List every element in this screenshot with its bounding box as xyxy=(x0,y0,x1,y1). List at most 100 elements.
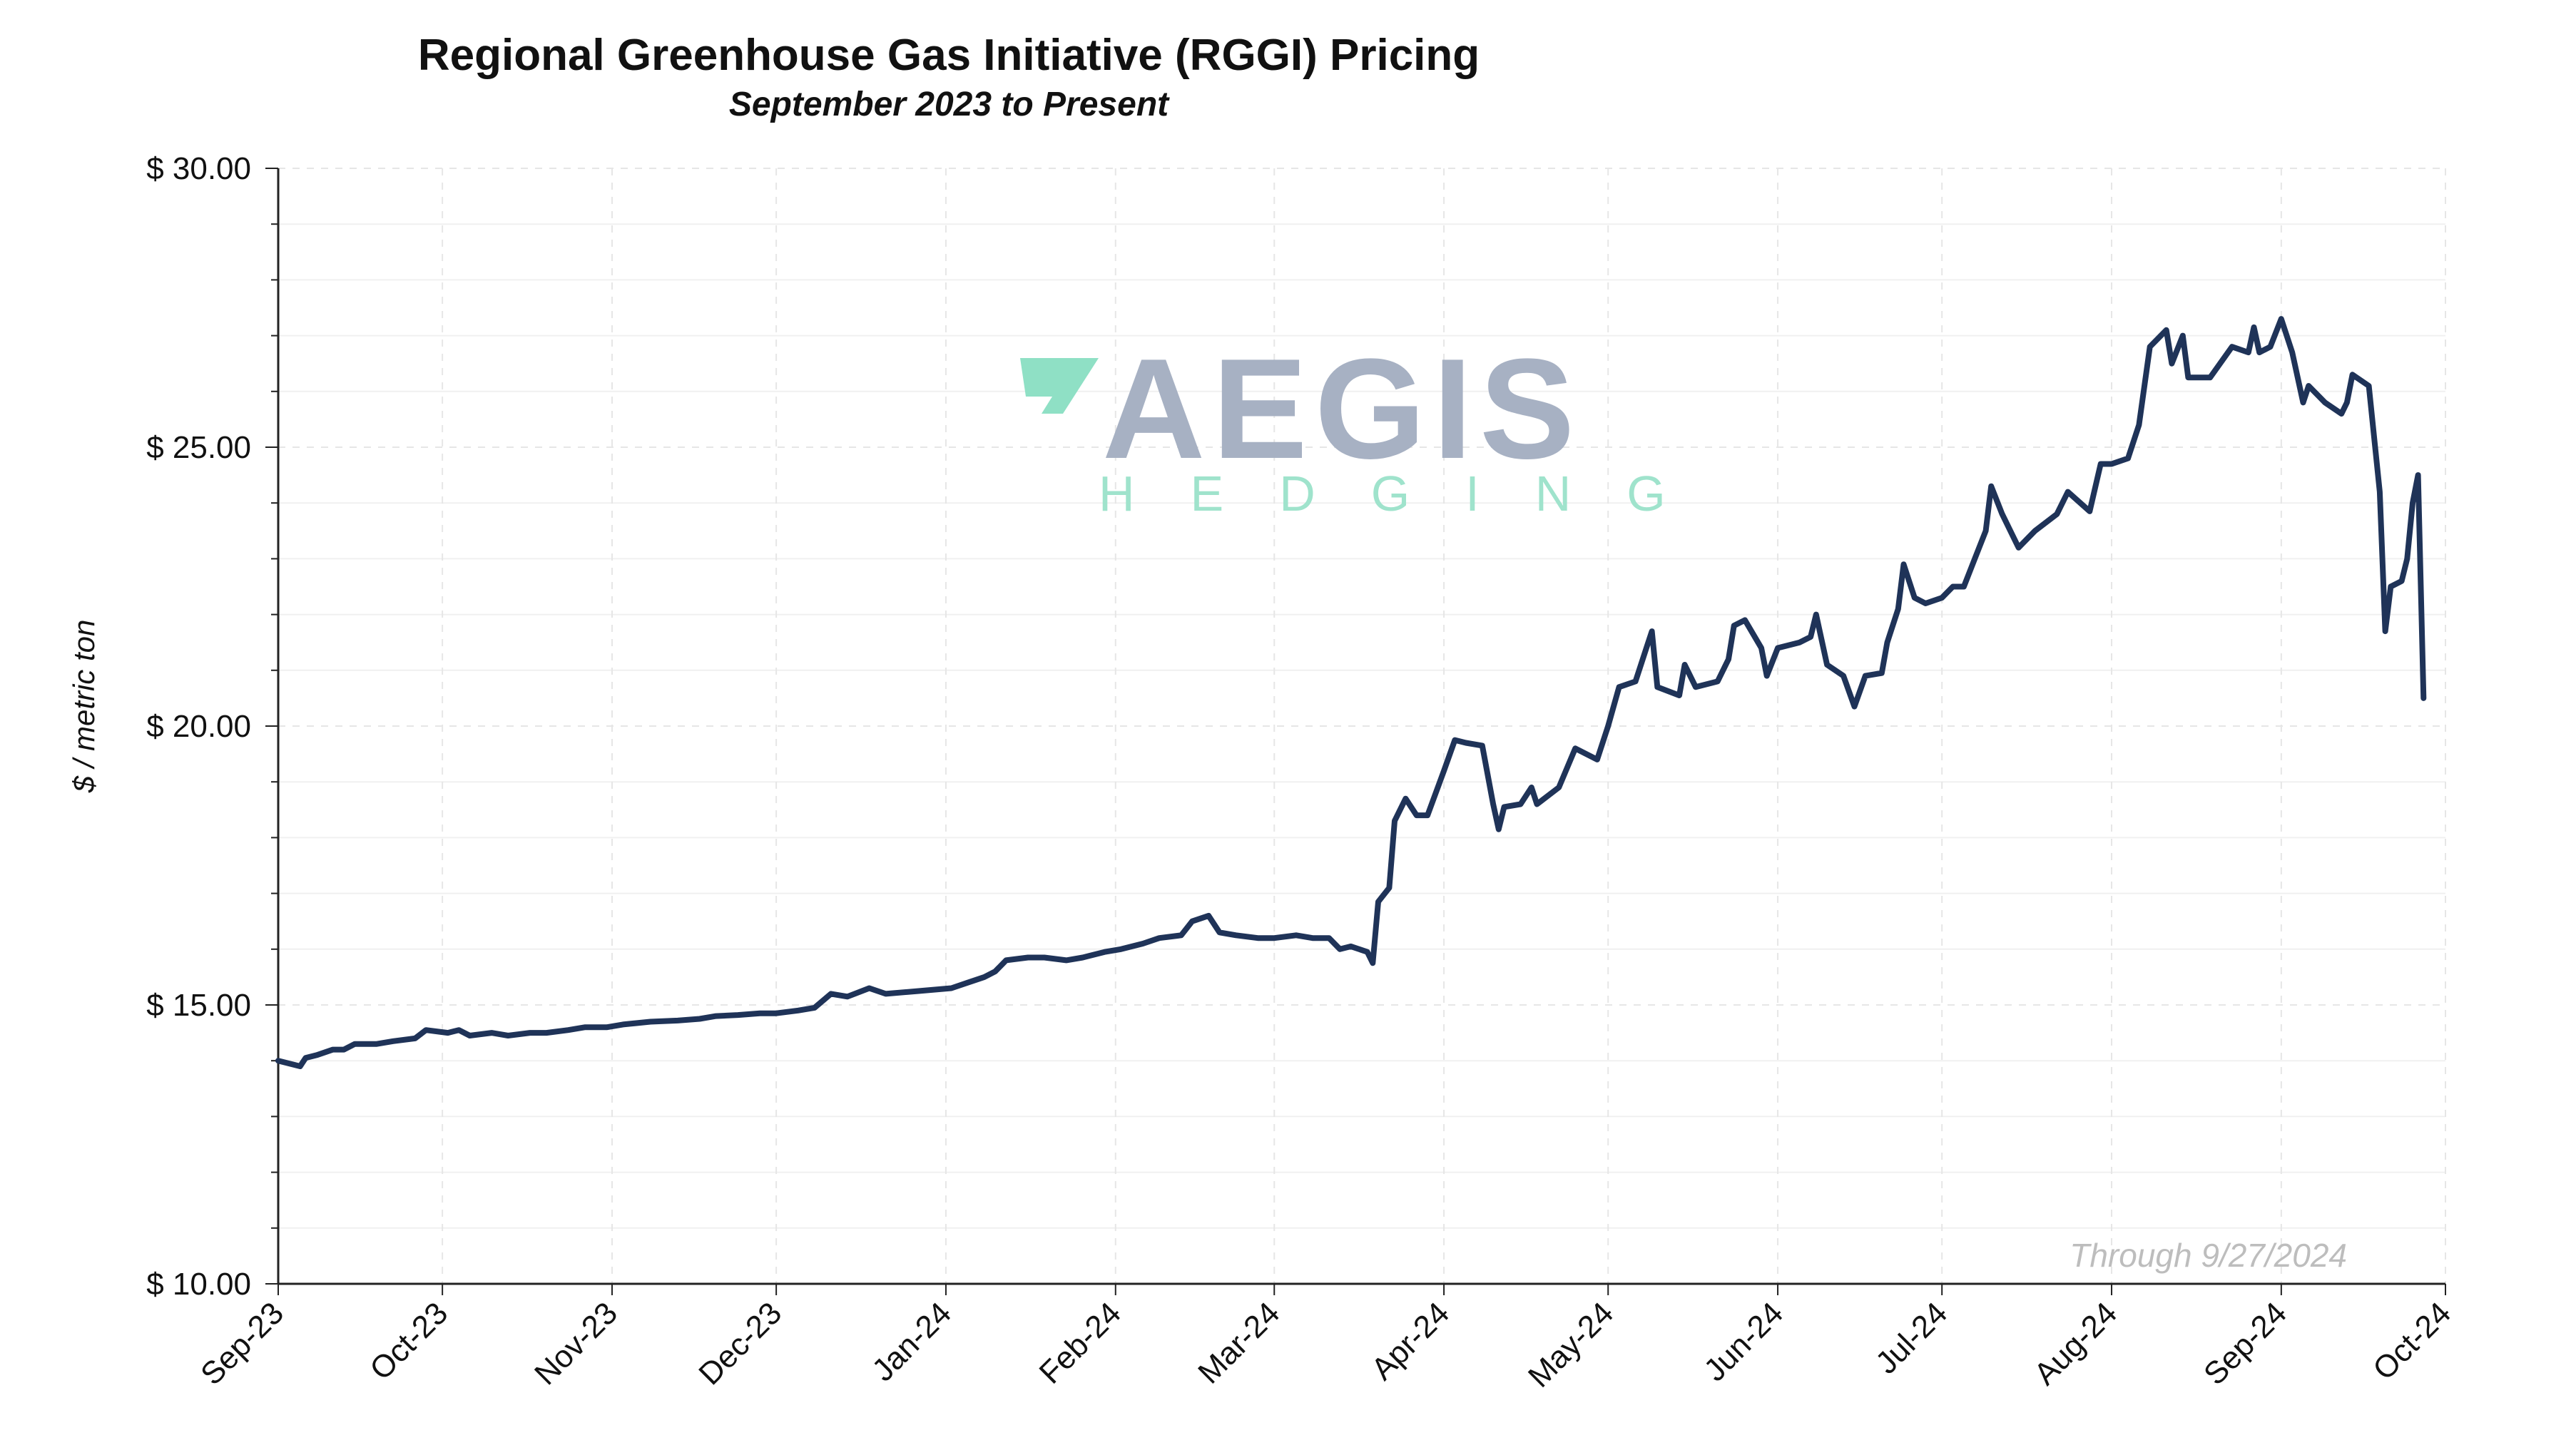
data-point xyxy=(1813,612,1819,618)
data-point xyxy=(423,1027,429,1033)
data-point xyxy=(1988,484,1994,489)
data-point xyxy=(1682,662,1688,668)
x-tick-label: Dec-23 xyxy=(692,1295,788,1392)
data-point xyxy=(2404,556,2410,561)
chart-subtitle: September 2023 to Present xyxy=(729,86,1170,123)
x-tick-label: Apr-24 xyxy=(1365,1295,1456,1387)
data-point xyxy=(566,1027,571,1033)
data-point xyxy=(757,1011,763,1016)
data-point xyxy=(2268,344,2273,349)
data-point xyxy=(1972,556,1977,561)
x-tick-label: Aug-24 xyxy=(2027,1295,2124,1392)
data-point xyxy=(1594,757,1600,762)
data-point xyxy=(1414,812,1420,818)
data-point xyxy=(1118,946,1124,952)
data-point xyxy=(544,1030,549,1036)
data-point xyxy=(1841,673,1846,679)
data-point xyxy=(828,991,834,996)
data-point xyxy=(2251,325,2256,330)
data-point xyxy=(1140,941,1146,946)
data-point xyxy=(1797,640,1803,645)
data-point xyxy=(697,1016,703,1021)
data-point xyxy=(1402,796,1408,802)
data-point xyxy=(412,1036,418,1041)
aegis-logo-mark-icon xyxy=(1020,358,1099,414)
data-point xyxy=(1824,662,1830,668)
y-tick-label: $ 20.00 xyxy=(146,709,251,744)
data-point xyxy=(2366,383,2372,389)
data-point xyxy=(965,980,971,986)
x-tick-label: Feb-24 xyxy=(1033,1295,1128,1390)
data-point xyxy=(1365,949,1370,955)
data-point xyxy=(341,1047,347,1053)
data-point xyxy=(1025,955,1031,960)
data-point xyxy=(1654,684,1660,690)
x-tick-label: Sep-24 xyxy=(2197,1295,2294,1392)
data-point xyxy=(1293,932,1299,938)
data-point xyxy=(1080,955,1086,960)
data-point xyxy=(2350,372,2356,377)
y-tick-label: $ 15.00 xyxy=(146,988,251,1023)
data-point xyxy=(1348,944,1354,949)
data-point xyxy=(1676,693,1682,698)
data-point xyxy=(1961,584,1967,589)
data-point xyxy=(456,1027,462,1033)
data-point xyxy=(2322,399,2328,405)
watermark-main-text: AEGIS xyxy=(1102,330,1582,489)
data-point xyxy=(1233,932,1239,938)
data-point xyxy=(1042,955,1047,960)
data-point xyxy=(1863,673,1868,679)
data-point xyxy=(2164,327,2169,333)
data-point xyxy=(675,1018,681,1023)
data-point xyxy=(1386,885,1392,891)
data-point xyxy=(2246,349,2251,355)
axes xyxy=(265,168,2446,1295)
data-point xyxy=(1425,812,1430,818)
x-tick-label: Oct-24 xyxy=(2366,1295,2458,1387)
data-point xyxy=(1649,628,1655,634)
series-layer xyxy=(275,316,2427,1069)
data-point xyxy=(1923,601,1928,606)
data-point xyxy=(795,1008,801,1014)
data-point xyxy=(1156,935,1162,941)
data-point xyxy=(1901,561,1906,567)
chart-title: Regional Greenhouse Gas Initiative (RGGI… xyxy=(418,31,1480,80)
data-point xyxy=(297,1063,303,1069)
data-point xyxy=(1556,785,1562,790)
data-point xyxy=(2301,399,2306,405)
data-point xyxy=(390,1038,396,1044)
data-point xyxy=(1310,935,1315,941)
data-point xyxy=(2098,461,2104,466)
data-point xyxy=(2410,500,2415,506)
data-point xyxy=(1441,768,1447,774)
data-point xyxy=(1895,606,1901,612)
y-tick-label: $ 30.00 xyxy=(146,151,251,186)
data-point xyxy=(1775,645,1781,650)
data-point xyxy=(2125,456,2131,461)
x-tick-label: Jan-24 xyxy=(865,1295,958,1388)
data-point xyxy=(314,1052,320,1058)
data-point xyxy=(2087,509,2092,514)
data-point xyxy=(883,991,889,996)
data-point xyxy=(2377,489,2383,495)
data-point xyxy=(2109,461,2114,466)
x-tick-label: Oct-23 xyxy=(363,1295,454,1387)
data-point xyxy=(1496,827,1502,832)
data-point xyxy=(992,969,998,974)
x-tick-label: Nov-23 xyxy=(528,1295,624,1392)
y-tick-label: $ 25.00 xyxy=(146,430,251,465)
data-point xyxy=(2136,422,2142,428)
data-point xyxy=(1217,929,1222,935)
data-point xyxy=(2399,578,2405,584)
data-point xyxy=(867,986,872,991)
data-point xyxy=(1178,932,1184,938)
data-point xyxy=(916,989,922,994)
data-point xyxy=(735,1012,740,1018)
data-point xyxy=(620,1021,626,1027)
data-point xyxy=(1572,745,1578,751)
x-tick-label: May-24 xyxy=(1522,1295,1620,1394)
data-point xyxy=(812,1005,818,1011)
data-point xyxy=(1326,935,1332,941)
data-point xyxy=(2000,511,2005,517)
